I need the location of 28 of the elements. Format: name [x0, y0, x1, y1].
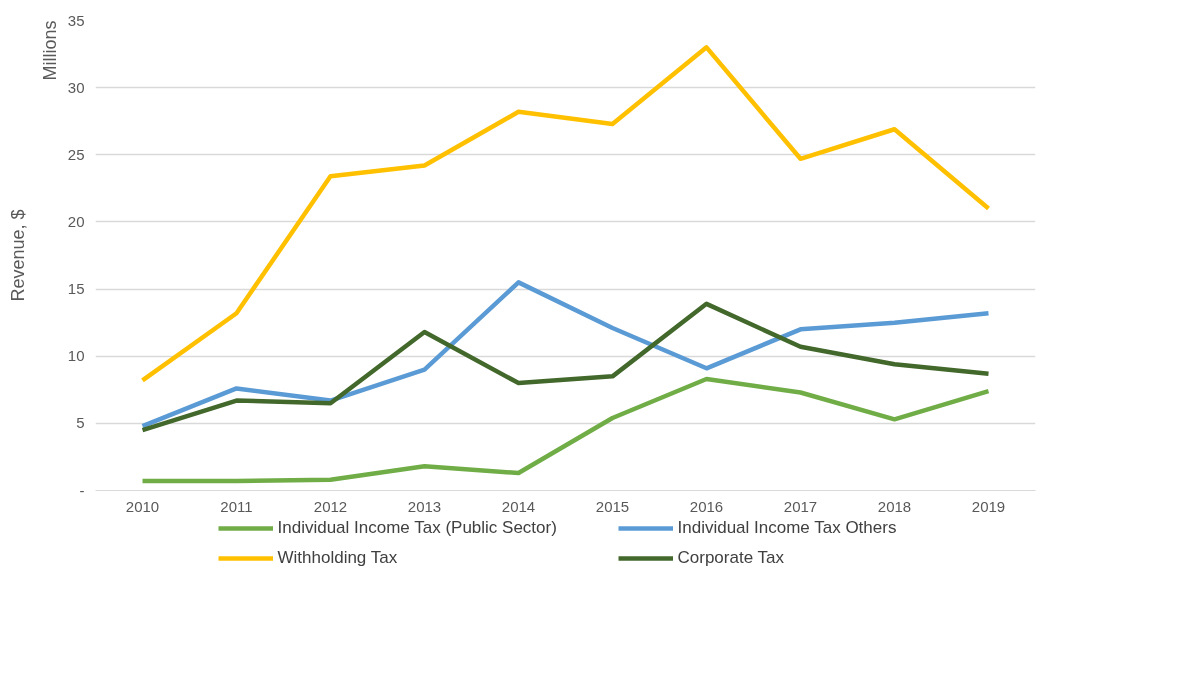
- y-axis-title: Revenue, $: [7, 209, 28, 302]
- y-tick-label: 5: [76, 414, 85, 432]
- x-tick-label: 2017: [783, 497, 818, 515]
- y-tick-label: 30: [67, 78, 85, 96]
- y-tick-label: 35: [67, 11, 85, 29]
- y-tick-label: 10: [67, 347, 85, 365]
- x-tick-label: 2014: [501, 497, 536, 515]
- x-tick-label: 2010: [125, 497, 160, 515]
- line-series: [140, 301, 991, 433]
- legend-label: Corporate Tax: [677, 548, 785, 568]
- legend-label: Individual Income Tax Others: [677, 518, 898, 538]
- y-tick-label: -: [79, 481, 85, 499]
- line-series: [140, 280, 991, 429]
- legend-label: Individual Income Tax (Public Sector): [277, 518, 558, 538]
- y-tick-label: 20: [67, 212, 85, 230]
- line-series: [140, 45, 991, 383]
- x-tick-label: 2012: [313, 497, 348, 515]
- line-series: [140, 376, 991, 484]
- x-tick-label: 2019: [971, 497, 1006, 515]
- y-tick-label: 25: [67, 145, 85, 163]
- x-tick-label: 2016: [689, 497, 724, 515]
- y-tick-label: 15: [67, 280, 85, 298]
- x-tick-label: 2015: [595, 497, 630, 515]
- x-tick-label: 2018: [877, 497, 912, 515]
- text: Millions: [39, 20, 60, 81]
- x-tick-label: 2013: [407, 497, 442, 515]
- legend-label: Withholding Tax: [277, 548, 399, 568]
- x-tick-label: 2011: [220, 497, 253, 515]
